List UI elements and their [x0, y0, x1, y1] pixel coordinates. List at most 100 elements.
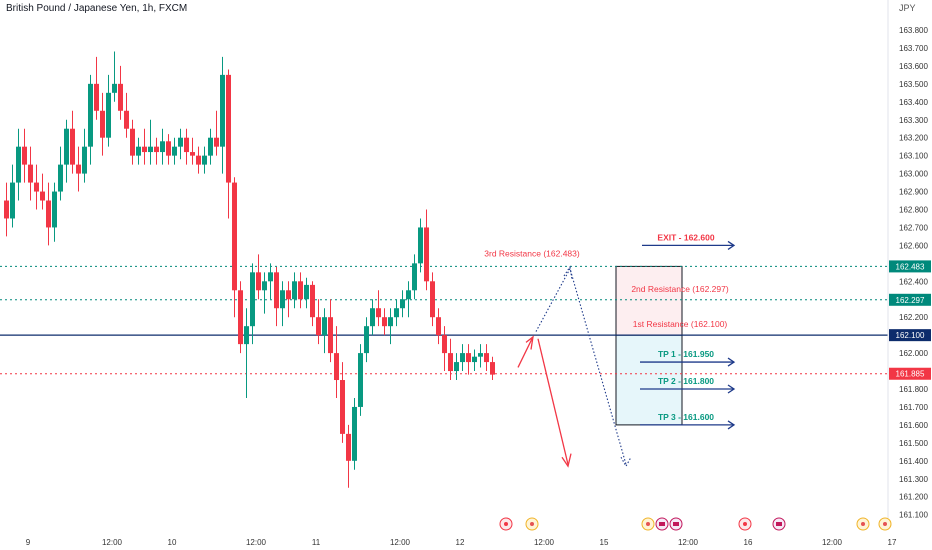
- candle-body: [4, 200, 9, 219]
- currency-label: JPY: [899, 3, 916, 13]
- candle-body: [226, 74, 231, 183]
- resistance-zone-box: [615, 265, 683, 336]
- candle-body: [46, 200, 51, 228]
- candle-body: [64, 128, 69, 165]
- candle-body: [88, 83, 93, 147]
- flag-event-mark: [659, 522, 665, 526]
- economic-event-dot: [530, 522, 534, 526]
- candle-body: [346, 433, 351, 461]
- x-tick-label: 12:00: [390, 538, 411, 547]
- candle-body: [118, 83, 123, 111]
- y-tick-label: 163.200: [899, 134, 928, 143]
- candle-body: [154, 146, 159, 153]
- target-label: TP 1 - 161.950: [658, 349, 714, 359]
- level-annotation: 2nd Resistance (162.297): [631, 284, 729, 294]
- candle-body: [16, 146, 21, 183]
- bear-move-arrow-head: [561, 453, 572, 468]
- candle-body: [340, 380, 345, 434]
- target-label: EXIT - 162.600: [657, 232, 714, 242]
- candle-body: [418, 227, 423, 264]
- candle-body: [94, 83, 99, 111]
- candle-body: [310, 284, 315, 318]
- candle-body: [448, 353, 453, 372]
- candle-body: [208, 137, 213, 156]
- candle-body: [112, 83, 117, 93]
- candle-body: [286, 290, 291, 300]
- candle-body: [250, 272, 255, 327]
- candle-body: [100, 110, 105, 138]
- candle-body: [364, 326, 369, 354]
- y-tick-label: 163.700: [899, 44, 928, 53]
- x-tick-label: 15: [600, 538, 609, 547]
- candle-body: [436, 317, 441, 336]
- candle-body: [172, 146, 177, 156]
- target-label: TP 3 - 161.600: [658, 412, 714, 422]
- candle-body: [430, 281, 435, 318]
- candle-body: [106, 92, 111, 138]
- x-tick-label: 12:00: [534, 538, 555, 547]
- y-tick-label: 161.800: [899, 385, 928, 394]
- drawings-layer: 3rd Resistance (162.483) 2nd Resistance (…: [484, 232, 736, 468]
- economic-event-dot: [504, 522, 508, 526]
- candle-body: [316, 317, 321, 336]
- candle-body: [124, 110, 129, 129]
- y-tick-label: 162.400: [899, 277, 928, 286]
- candle-body: [196, 155, 201, 165]
- y-tick-label: 163.800: [899, 26, 928, 35]
- y-tick-label: 162.800: [899, 206, 928, 215]
- candle-body: [70, 128, 75, 165]
- y-tick-label: 162.700: [899, 223, 928, 232]
- price-tag: [889, 293, 931, 306]
- alt-path-dotted: [535, 267, 627, 465]
- candle-body: [334, 353, 339, 381]
- y-tick-label: 161.500: [899, 439, 928, 448]
- candle-body: [10, 182, 15, 219]
- x-tick-label: 9: [26, 538, 31, 547]
- y-tick-label: 163.000: [899, 170, 928, 179]
- candle-body: [220, 74, 225, 147]
- y-tick-label: 163.100: [899, 152, 928, 161]
- candle-body: [148, 146, 153, 153]
- x-tick-label: 16: [744, 538, 753, 547]
- candle-body: [358, 353, 363, 407]
- candle-body: [130, 128, 135, 156]
- candle-body: [184, 137, 189, 153]
- candle-body: [268, 272, 273, 282]
- candle-body: [352, 406, 357, 461]
- candle-body: [76, 164, 81, 174]
- candle-body: [328, 317, 333, 354]
- candle-body: [412, 263, 417, 291]
- candle-body: [40, 191, 45, 201]
- candle-body: [262, 281, 267, 291]
- y-tick-label: 163.300: [899, 116, 928, 125]
- candle-body: [388, 317, 393, 327]
- candle-body: [322, 317, 327, 336]
- candle-body: [406, 290, 411, 300]
- x-tick-label: 12:00: [102, 538, 123, 547]
- candle-body: [244, 326, 249, 345]
- candle-body: [274, 272, 279, 309]
- x-tick-label: 17: [888, 538, 897, 547]
- price-tags: 162.483 162.297 162.100 161.885: [889, 260, 931, 380]
- y-tick-label: 162.600: [899, 241, 928, 250]
- candle-body: [280, 290, 285, 309]
- x-tick-label: 12:00: [246, 538, 267, 547]
- alt-path-head-1: [563, 265, 573, 280]
- candle-body: [166, 141, 171, 156]
- candle-body: [52, 191, 57, 228]
- trade-zone-layer: [615, 265, 683, 426]
- candle-body: [238, 290, 243, 345]
- candle-body: [490, 362, 495, 375]
- candle-body: [382, 317, 387, 327]
- chart-title: British Pound / Japanese Yen, 1h, FXCM: [6, 3, 188, 14]
- price-tag: [889, 329, 931, 342]
- y-tick-label: 161.700: [899, 403, 928, 412]
- bear-move-arrow: [537, 338, 569, 465]
- candle-body: [58, 164, 63, 192]
- candle-body: [460, 353, 465, 363]
- candle-body: [28, 164, 33, 183]
- y-tick-label: 162.000: [899, 349, 928, 358]
- y-tick-label: 161.400: [899, 457, 928, 466]
- candle-body: [232, 182, 237, 291]
